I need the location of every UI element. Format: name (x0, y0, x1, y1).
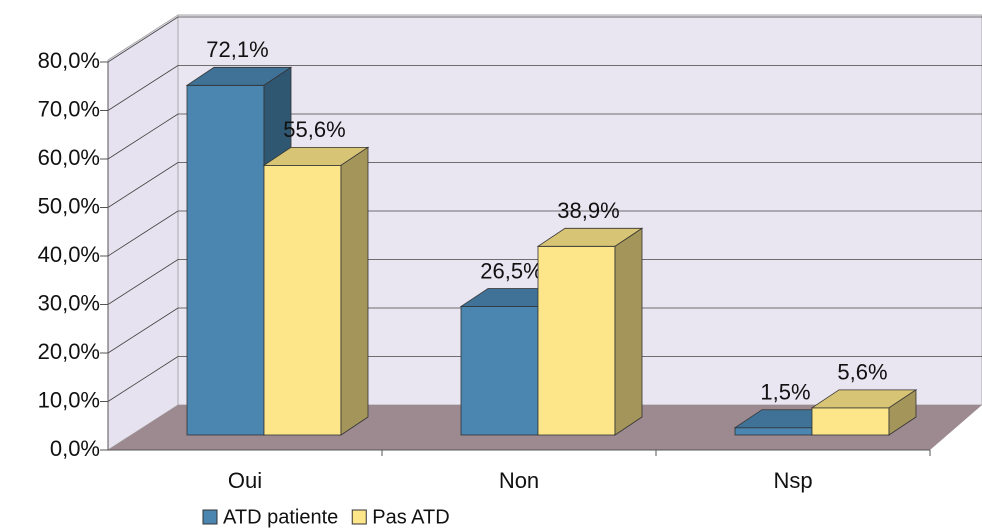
bar (186, 84, 265, 436)
grid-line (107, 210, 179, 257)
grid-line (107, 16, 179, 63)
value-label: 5,6% (837, 360, 887, 385)
legend-label: Pas ATD (372, 506, 449, 528)
y-tick-label: 10,0% (38, 387, 100, 412)
bar (811, 407, 890, 436)
value-label: 38,9% (557, 198, 619, 223)
x-tick-label: Oui (228, 468, 262, 493)
grid-line (107, 356, 179, 402)
bar (537, 245, 616, 436)
bar-side (888, 389, 917, 436)
y-tick-label: 40,0% (38, 242, 100, 267)
x-tick-label: Non (499, 468, 539, 493)
legend-label: ATD patiente (223, 506, 338, 528)
bar-side (340, 146, 369, 436)
y-tick-label: 30,0% (38, 290, 100, 315)
y-tick-label: 0,0% (50, 436, 100, 461)
y-tick-label: 20,0% (38, 339, 100, 364)
side-wall (107, 14, 179, 451)
grid-line (107, 259, 179, 305)
grid-line (107, 162, 179, 208)
legend-swatch (202, 509, 218, 525)
bar (460, 306, 539, 436)
grid-line (107, 65, 179, 111)
value-label: 55,6% (283, 117, 345, 142)
y-tick-label: 60,0% (38, 145, 100, 170)
value-label: 26,5% (480, 258, 542, 283)
value-label: 72,1% (206, 37, 268, 62)
y-tick-label: 70,0% (38, 96, 100, 121)
x-tick-label: Nsp (773, 468, 812, 493)
y-tick-label: 50,0% (38, 193, 100, 218)
bar (734, 427, 813, 436)
bar-side (614, 227, 643, 436)
y-tick-label: 80,0% (38, 48, 100, 73)
value-label: 1,5% (760, 380, 810, 405)
bar (263, 164, 342, 436)
legend-swatch (351, 509, 367, 525)
grid-line (107, 307, 179, 354)
grid-line (107, 113, 179, 160)
